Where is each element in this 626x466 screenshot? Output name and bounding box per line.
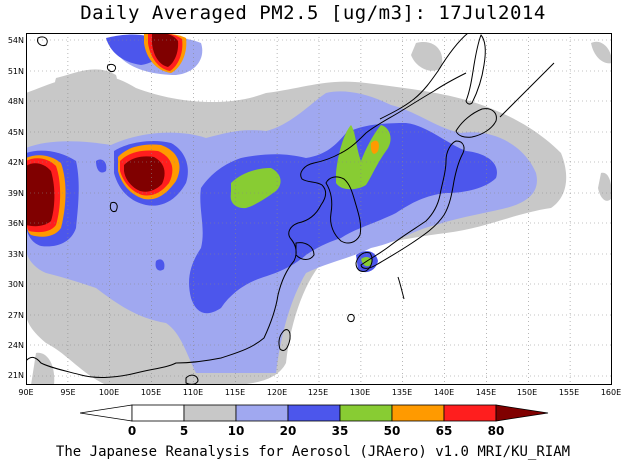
coast-hokkaido [455, 108, 497, 138]
coast-izu [397, 276, 405, 300]
darkred-region-north [152, 33, 179, 67]
lat-label: 33N [7, 250, 24, 259]
colorbar-label: 80 [487, 424, 505, 438]
coast-island-okinawa [347, 314, 355, 322]
blue-region-small-b [155, 259, 165, 271]
lat-label: 21N [7, 371, 24, 380]
lon-label: 100E [98, 388, 120, 397]
lat-label: 39N [7, 189, 24, 198]
colorbar-segment-5-10 [183, 404, 237, 422]
colorbar-segment-35-50 [339, 404, 393, 422]
coast-island-north [37, 36, 48, 46]
lon-label: 155E [558, 388, 580, 397]
colorbar-label: 5 [179, 424, 189, 438]
lat-label: 36N [7, 219, 24, 228]
lat-label: 27N [7, 311, 24, 320]
lon-label: 120E [266, 388, 288, 397]
lon-label: 105E [140, 388, 162, 397]
map-grid [26, 33, 612, 385]
colorbar-label: 50 [383, 424, 401, 438]
lon-label: 150E [516, 388, 538, 397]
pm25-map [26, 33, 612, 385]
coast-east-asia [26, 72, 467, 378]
pm25-level-over-80 [26, 33, 179, 227]
colorbar-segment-20-35 [287, 404, 341, 422]
lon-label: 130E [349, 388, 371, 397]
coast-bay [295, 242, 315, 260]
pm25-fields [26, 33, 612, 385]
colorbar-label: 20 [279, 424, 297, 438]
coast-russia [379, 33, 469, 120]
lat-label: 42N [7, 158, 24, 167]
colorbar-segment-50-65 [391, 404, 445, 422]
gray-region-north-c [591, 41, 612, 64]
colorbar-segment-lt0 [80, 404, 133, 422]
lon-label: 115E [224, 388, 246, 397]
coast-japan [360, 140, 465, 269]
gray-region-north-a [54, 69, 117, 103]
lat-label: 45N [7, 128, 24, 137]
colorbar-label: 35 [331, 424, 349, 438]
colorbar-segment-0-5 [131, 404, 185, 422]
colorbar [80, 404, 549, 422]
map-frame [26, 33, 612, 385]
colorbar-label: 65 [435, 424, 453, 438]
lon-label: 125E [307, 388, 329, 397]
lat-label: 24N [7, 341, 24, 350]
lat-label: 51N [7, 67, 24, 76]
lon-label: 95E [60, 388, 76, 397]
coast-lake [109, 202, 118, 212]
chart-title: Daily Averaged PM2.5 [ug/m3]: 17Jul2014 [80, 2, 546, 24]
lon-label: 110E [182, 388, 204, 397]
lon-label: 140E [433, 388, 455, 397]
gray-region-sw [31, 352, 55, 385]
lat-label: 30N [7, 280, 24, 289]
gray-region-north-b [411, 42, 443, 71]
colorbar-segment-65-80 [443, 404, 497, 422]
coast-kyushu [355, 252, 373, 272]
colorbar-segment-gt80 [495, 404, 549, 422]
coast-island-mid [107, 64, 117, 72]
footer-credit: The Japanese Reanalysis for Aerosol (JRA… [55, 444, 571, 460]
colorbar-segment-10-20 [235, 404, 289, 422]
lon-label: 160E [600, 388, 622, 397]
coastlines [26, 33, 555, 385]
colorbar-label: 0 [127, 424, 137, 438]
orange-region-korea [370, 140, 379, 154]
coast-sakhalin [465, 34, 486, 105]
green-region-china [230, 168, 281, 209]
coast-kurils [499, 62, 555, 118]
darkred-region-west [26, 163, 55, 227]
blue-region-small-a [96, 159, 107, 173]
darkred-region-central [124, 156, 165, 192]
lon-label: 145E [475, 388, 497, 397]
lon-label: 135E [391, 388, 413, 397]
lat-label: 54N [7, 36, 24, 45]
coast-taiwan [278, 329, 291, 352]
coast-korea [325, 176, 362, 244]
lon-label: 90E [18, 388, 34, 397]
coast-hainan [185, 374, 199, 385]
gray-region-east [598, 172, 612, 201]
lat-label: 48N [7, 97, 24, 106]
colorbar-label: 10 [227, 424, 245, 438]
